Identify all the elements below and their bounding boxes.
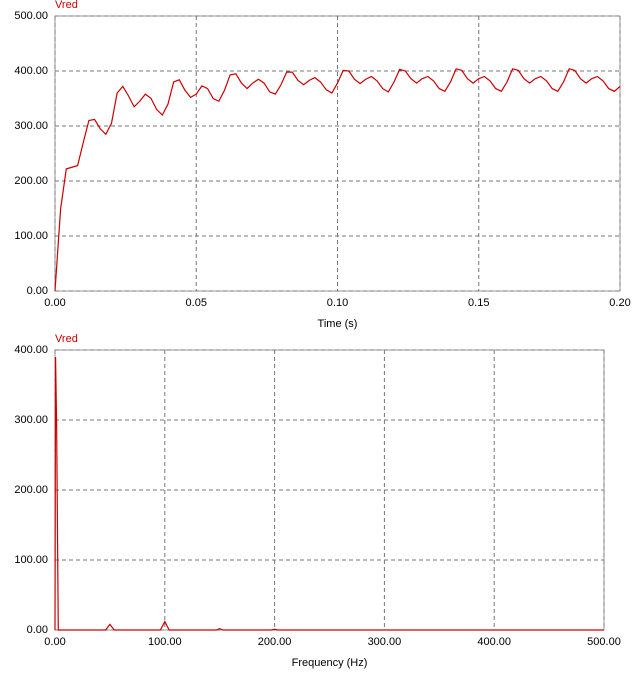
x-tick-label: 0.00 xyxy=(44,636,65,648)
y-tick-label: 200.00 xyxy=(14,175,48,187)
y-tick-label: 500.00 xyxy=(14,10,48,22)
y-tick-label: 100.00 xyxy=(14,230,48,242)
x-tick-label: 200.00 xyxy=(258,636,292,648)
legend-label: Vred xyxy=(55,0,78,11)
x-tick-label: 0.20 xyxy=(609,297,630,309)
data-line xyxy=(54,68,621,292)
x-tick-label: 0.15 xyxy=(468,297,489,309)
legend-label: Vred xyxy=(55,333,78,345)
x-tick-label: 0.05 xyxy=(186,297,207,309)
x-tick-label: 500.00 xyxy=(587,636,621,648)
x-axis-label: Time (s) xyxy=(318,318,358,330)
x-tick-label: 400.00 xyxy=(477,636,511,648)
y-tick-label: 0.00 xyxy=(27,624,48,636)
y-tick-label: 400.00 xyxy=(14,344,48,356)
y-tick-label: 0.00 xyxy=(27,285,48,297)
y-tick-label: 300.00 xyxy=(14,120,48,132)
x-axis-label: Frequency (Hz) xyxy=(292,657,368,669)
x-tick-label: 0.10 xyxy=(327,297,348,309)
y-tick-label: 400.00 xyxy=(14,65,48,77)
x-tick-label: 0.00 xyxy=(44,297,65,309)
x-tick-label: 100.00 xyxy=(148,636,182,648)
data-line xyxy=(54,356,604,631)
y-tick-label: 300.00 xyxy=(14,414,48,426)
y-tick-label: 100.00 xyxy=(14,554,48,566)
y-tick-label: 200.00 xyxy=(14,484,48,496)
x-tick-label: 300.00 xyxy=(368,636,402,648)
